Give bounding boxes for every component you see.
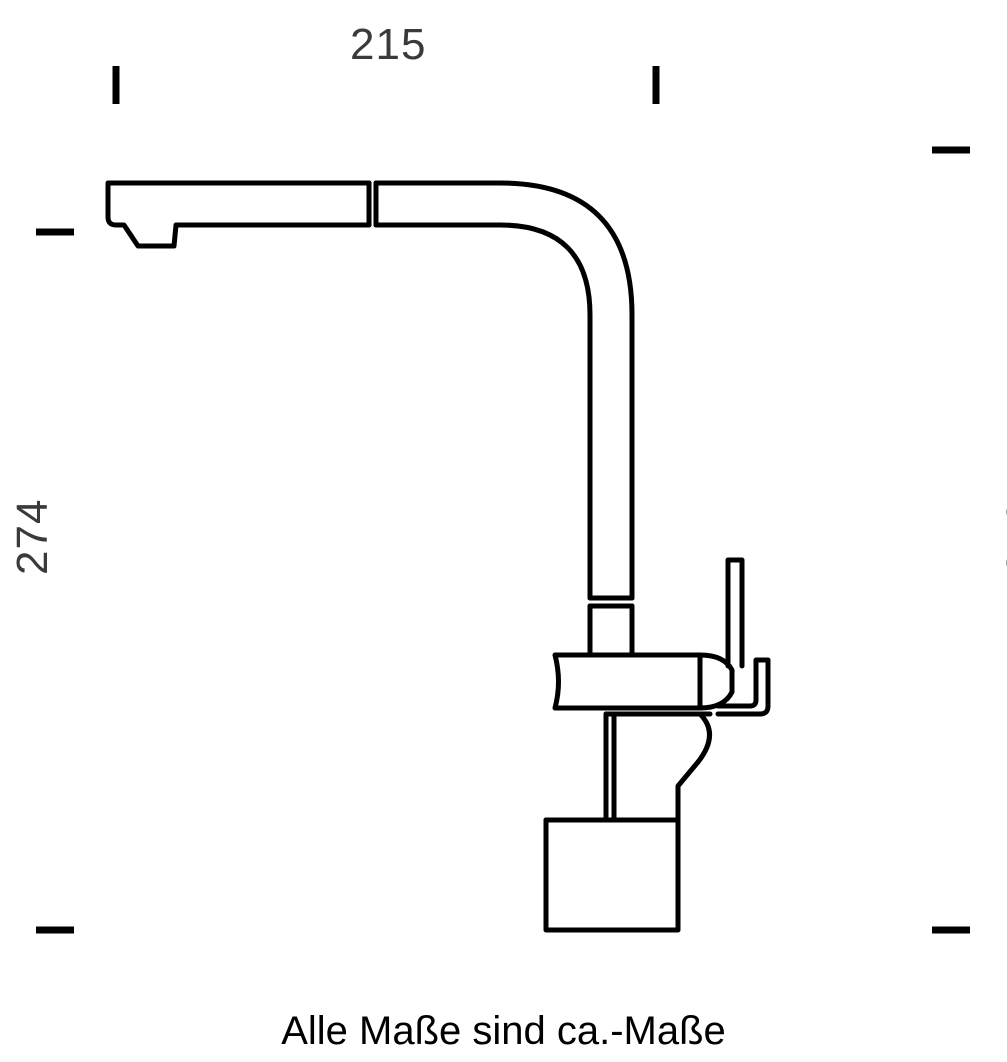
technical-drawing-svg: [0, 0, 1007, 1062]
drawing-wrapper: 215 274 310: [0, 0, 1007, 1062]
caption-text: Alle Maße sind ca.-Maße: [0, 1009, 1007, 1054]
